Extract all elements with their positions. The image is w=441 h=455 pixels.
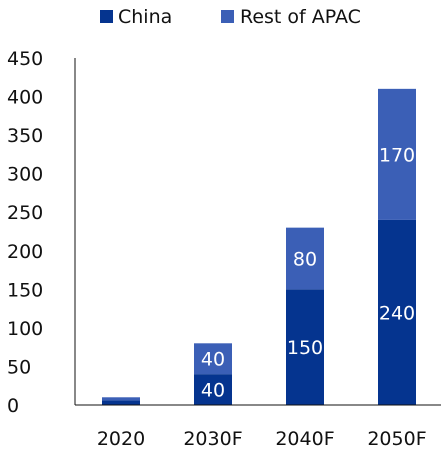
legend-swatch	[100, 10, 113, 23]
bar-segment	[102, 397, 140, 401]
y-tick-label: 150	[7, 279, 43, 301]
y-tick-label: 300	[7, 164, 43, 186]
bar-segment	[286, 289, 324, 405]
data-label: 40	[201, 380, 225, 402]
y-tick-label: 200	[7, 241, 43, 263]
bar-segment	[194, 343, 232, 375]
y-tick-label: 350	[7, 125, 43, 147]
x-category-label: 2040F	[275, 428, 334, 450]
x-category-label: 2050F	[367, 428, 426, 450]
bar-segment	[286, 227, 324, 290]
legend-label: China	[118, 6, 172, 28]
bar-segment	[194, 374, 232, 405]
data-label: 40	[201, 349, 225, 371]
y-tick-label: 450	[7, 48, 43, 70]
bar-segment	[378, 88, 416, 220]
bar-segment	[378, 219, 416, 405]
legend-label: Rest of APAC	[240, 6, 361, 28]
data-label: 170	[379, 144, 415, 166]
y-tick-label: 50	[7, 356, 31, 378]
y-tick-label: 400	[7, 87, 43, 109]
y-tick-label: 250	[7, 202, 43, 224]
y-axis: 0 50 100 150 200 250 300 350 400 450	[7, 48, 76, 417]
x-category-label: 2020	[97, 428, 145, 450]
data-label: 150	[287, 337, 323, 359]
legend: China Rest of APAC	[100, 6, 361, 28]
data-label: 240	[379, 302, 415, 324]
data-label: 80	[293, 248, 317, 270]
y-tick-label: 0	[7, 395, 19, 417]
x-category-label: 2030F	[183, 428, 242, 450]
bar-segment	[102, 400, 140, 405]
legend-swatch	[221, 10, 234, 23]
x-axis: 2020 2030F 2040F 2050F	[75, 404, 441, 450]
bars: 40 40 150 80 240 170	[102, 88, 416, 405]
y-tick-label: 100	[7, 318, 43, 340]
